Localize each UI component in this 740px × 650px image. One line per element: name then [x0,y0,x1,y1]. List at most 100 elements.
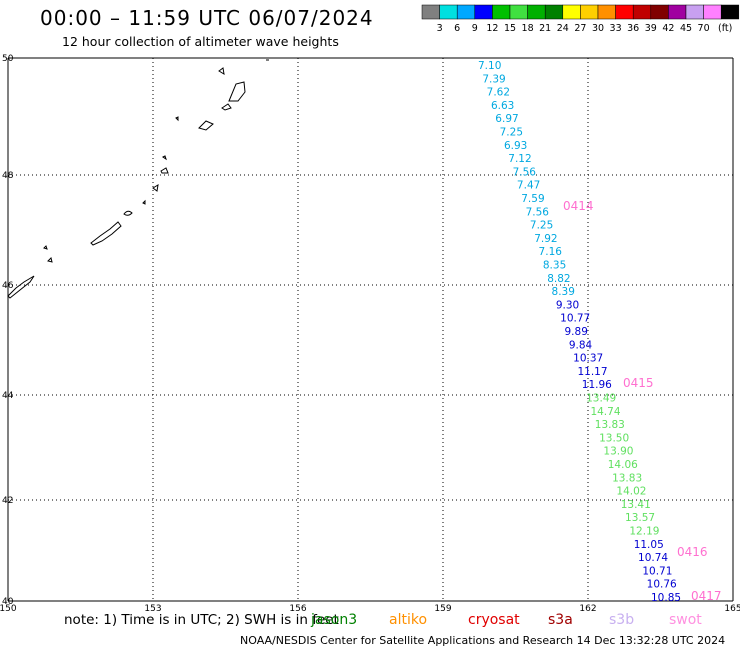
lon-tick-label: 159 [434,604,451,614]
legend-label: 6 [454,23,460,34]
lat-tick-label: 46 [2,281,14,291]
legend-label: 27 [574,23,586,34]
legend-label: 70 [698,23,710,34]
lon-tick-label: 150 [0,604,17,614]
coastline-island [198,120,214,131]
lon-tick-label: 153 [144,604,161,614]
wave-height-label: 13.41 [621,499,651,511]
legend-label: 3 [437,23,443,34]
wave-height-label: 13.57 [625,512,655,524]
lat-tick-label: 44 [2,391,14,401]
wave-height-label: 7.92 [534,233,557,245]
pass-time-label: 0417 [691,589,722,603]
footer-credit: NOAA/NESDIS Center for Satellite Applica… [240,634,726,647]
satellite-name-cryosat: cryosat [468,612,520,628]
coastline-island [47,257,53,263]
lon-tick-label: 156 [289,604,306,614]
lat-tick-label: 50 [2,54,14,64]
lat-tick-label: 48 [2,171,14,181]
wave-height-label: 7.62 [487,87,510,99]
wave-height-label: 10.71 [642,565,672,577]
wave-height-label: 7.56 [513,166,537,178]
wave-height-label: 7.47 [517,180,540,192]
wave-height-label: 7.25 [530,220,553,232]
wave-height-label: 13.49 [586,393,616,405]
legend-label: 18 [522,23,534,34]
pass-time-label: 0415 [623,376,654,390]
wave-height-label: 12.19 [629,526,659,538]
pass-time-label: 0416 [677,545,708,559]
wave-height-label: 9.30 [556,299,579,311]
coastline-island [90,221,122,246]
wave-height-label: 9.84 [569,339,593,351]
wave-height-label: 11.96 [582,379,612,391]
kuril-islands-coastline [7,59,269,299]
coastline-island [221,103,232,111]
satellite-name-swot: swot [669,612,702,628]
wave-height-label: 11.17 [577,366,607,378]
legend-label: 36 [627,23,639,34]
wave-height-label: 7.16 [539,246,563,258]
wave-height-label: 11.05 [634,539,664,551]
wave-height-label: 14.02 [616,486,646,498]
wave-height-label: 7.39 [482,73,505,85]
legend-label: 21 [539,23,551,34]
coastline-island [162,155,167,161]
wave-height-label: 14.74 [590,406,620,418]
wave-height-label: 10.85 [651,592,681,604]
lat-lon-grid [7,57,734,602]
lon-tick-label: 162 [579,604,596,614]
wave-height-label: 7.25 [500,127,523,139]
legend-swatch [720,4,740,20]
wave-height-label: 10.74 [638,552,668,564]
wave-height-label: 7.12 [508,153,531,165]
legend-label: 30 [592,23,604,34]
legend-label: 45 [680,23,692,34]
coastline-island [123,210,133,216]
legend-label: 33 [610,23,622,34]
wave-height-label: 13.50 [599,432,629,444]
coastline-island [43,245,48,250]
wave-height-label: 7.10 [478,60,501,72]
color-legend: 3 6 9 12 15 18 21 24 27 30 33 36 39 42 45 70 (ft) [421,4,740,34]
wave-height-label: 10.76 [647,579,677,591]
satellite-name-altiko: altiko [389,612,428,628]
wave-height-label: 13.83 [612,472,642,484]
satellite-name-s3b: s3b [609,612,635,628]
wave-height-label: 14.06 [608,459,638,471]
coastline-island [152,184,159,192]
pass-time-label: 0414 [563,199,594,213]
coastline-island [218,67,225,75]
legend-label: 42 [662,23,674,34]
wave-height-label: 7.56 [526,206,550,218]
note-text: note: 1) Time is in UTC; 2) SWH is in fe… [64,612,339,628]
wave-height-label: 6.97 [495,113,518,125]
wave-height-label: 13.83 [595,419,625,431]
coastline-island [228,81,246,102]
legend-label: 24 [557,23,569,34]
map-subtitle: 12 hour collection of altimeter wave hei… [62,34,339,49]
wave-height-label: 6.63 [491,100,514,112]
legend-label: 12 [486,23,498,34]
wave-height-label: 8.35 [543,260,566,272]
coastline-island [7,275,35,299]
time-labels: 0414 0415 0416 0417 [563,199,722,603]
wave-height-label: 8.82 [547,273,570,285]
wave-height-label: 13.90 [603,446,633,458]
wave-height-label: 8.39 [552,286,575,298]
lon-tick-label: 165 [724,604,740,614]
satellite-name-s3a: s3a [548,612,573,628]
coastline-island [175,116,179,122]
lat-tick-label: 40 [2,597,14,607]
axis-labels: 150 153 156 159 162 165 50 48 46 44 42 40 [0,54,740,614]
wave-height-label: 6.93 [504,140,527,152]
wave-height-label: 10.37 [573,353,603,365]
satellite-name-jason3: jason3 [311,612,358,628]
legend-label: 9 [472,23,478,34]
coastline-island [160,167,169,174]
legend-label: 15 [504,23,516,34]
wave-height-label: 7.59 [521,193,544,205]
legend-unit: (ft) [718,23,732,34]
altimeter-track: 7.107.397.626.636.977.256.937.127.567.47… [478,60,681,604]
